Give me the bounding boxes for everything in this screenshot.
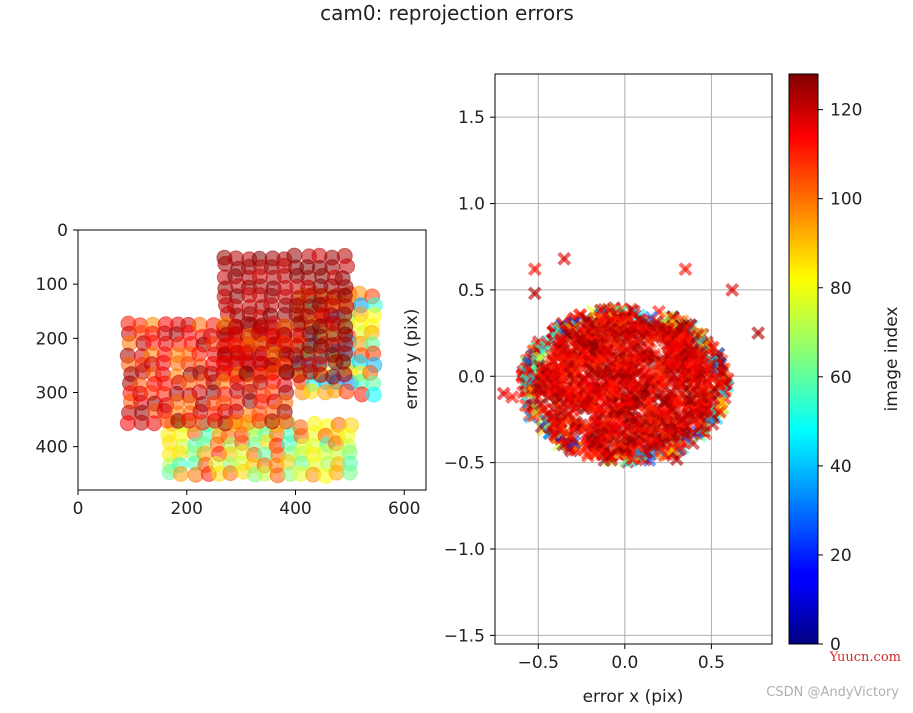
y-tick-label: 100: [36, 275, 68, 295]
error-marker: [578, 419, 593, 433]
colorbar-tick-label: 100: [830, 190, 862, 210]
image-points-axes: 0 200 400 600 0 100 200 300 400: [36, 221, 427, 519]
figure-title: cam0: reprojection errors: [320, 1, 574, 25]
error-marker: [669, 452, 684, 467]
errors-frame: [494, 73, 773, 645]
error-marker-stroke: [751, 326, 766, 341]
error-marker-stroke: [588, 447, 603, 461]
image-point-marker: [336, 366, 353, 383]
x-tick-label: 0: [73, 499, 84, 519]
error-marker-stroke: [678, 262, 693, 277]
image-point-marker: [277, 413, 294, 430]
error-marker-stroke: [617, 379, 632, 393]
error-marker: [527, 286, 542, 301]
errors-y-label: error y (pix): [402, 309, 422, 410]
y-tick-label: −1.5: [444, 626, 485, 646]
error-marker-stroke: [682, 392, 697, 407]
error-marker-stroke: [536, 400, 551, 415]
colorbar-label: image index: [882, 307, 902, 412]
image-point-marker: [146, 415, 163, 432]
error-marker: [496, 386, 511, 401]
colorbar-tick-label: 40: [830, 457, 852, 477]
error-marker: [505, 390, 520, 404]
image-points-markers: [119, 247, 383, 484]
colorbar: 0 20 40 60 80 100 120 image index: [788, 73, 902, 655]
error-marker-stroke: [527, 262, 542, 277]
error-marker-stroke: [607, 420, 622, 434]
error-marker-stroke: [527, 286, 542, 301]
error-marker-stroke: [574, 418, 589, 432]
colorbar-tick-label: 80: [830, 279, 852, 299]
error-markers: [496, 251, 766, 469]
error-marker: [617, 379, 632, 393]
error-marker: [725, 282, 740, 297]
image-points-frame: [77, 229, 427, 491]
image-point-marker: [303, 383, 320, 400]
error-marker: [678, 262, 693, 277]
errors-axes: −0.5 0.0 0.5 −1.5 −1.0 −0.5 0.0 0.5 1.0 1.5 erro…: [402, 73, 773, 707]
watermark-site: Yuucn.com: [829, 650, 901, 665]
colorbar-gradient: [788, 73, 819, 645]
errors-x-label: error x (pix): [583, 687, 684, 707]
y-tick-label: 0: [57, 221, 68, 241]
error-marker-stroke: [505, 390, 520, 404]
colorbar-tick-label: 20: [830, 546, 852, 566]
y-tick-label: 1.0: [458, 195, 485, 215]
image-point-marker: [338, 383, 355, 400]
error-marker-stroke: [632, 308, 646, 322]
x-tick-label: 200: [171, 499, 203, 519]
y-tick-label: −1.0: [444, 540, 485, 560]
image-point-marker: [172, 466, 189, 483]
watermark-credit: CSDN @AndyVictory: [766, 685, 899, 700]
error-marker: [557, 251, 572, 266]
errors-y-ticks: −1.5 −1.0 −0.5 0.0 0.5 1.0 1.5: [444, 108, 495, 646]
error-marker-stroke: [578, 419, 593, 433]
error-marker: [751, 326, 766, 341]
y-tick-label: 1.5: [458, 108, 485, 128]
error-marker-stroke: [557, 251, 572, 266]
error-marker: [527, 262, 542, 277]
error-marker-stroke: [713, 394, 728, 409]
colorbar-tick-label: 60: [830, 368, 852, 388]
colorbar-ticks: 0 20 40 60 80 100 120: [818, 101, 862, 655]
image-points-x-ticks: 0 200 400 600: [73, 490, 420, 519]
error-marker-stroke: [496, 386, 511, 401]
image-point-marker: [365, 386, 382, 403]
image-points-y-ticks: 0 100 200 300 400: [36, 221, 78, 458]
error-marker: [682, 392, 697, 407]
image-point-marker: [264, 413, 281, 430]
y-tick-label: 0.0: [458, 367, 485, 387]
y-tick-label: 300: [36, 384, 68, 404]
error-marker-stroke: [725, 282, 740, 297]
y-tick-label: 0.5: [458, 281, 485, 301]
x-tick-label: 0.5: [698, 653, 725, 673]
errors-grid: [495, 74, 772, 644]
x-tick-label: 400: [279, 499, 311, 519]
x-tick-label: 0.0: [611, 653, 638, 673]
error-marker-stroke: [669, 452, 684, 467]
colorbar-tick-label: 0: [830, 635, 841, 655]
y-tick-label: −0.5: [444, 454, 485, 474]
image-point-marker: [119, 415, 136, 432]
y-tick-label: 200: [36, 329, 68, 349]
colorbar-tick-label: 120: [830, 101, 862, 121]
x-tick-label: −0.5: [518, 653, 559, 673]
y-tick-label: 400: [36, 438, 68, 458]
x-tick-label: 600: [388, 499, 420, 519]
errors-x-ticks: −0.5 0.0 0.5: [518, 644, 725, 673]
image-point-marker: [341, 464, 358, 481]
error-marker: [588, 447, 603, 461]
error-marker-stroke: [675, 411, 690, 426]
